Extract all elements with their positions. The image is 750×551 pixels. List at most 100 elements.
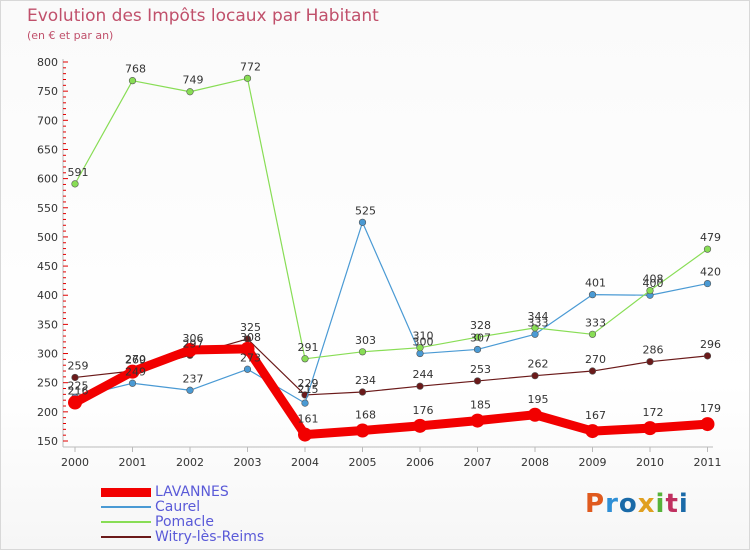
proxiti-logo: Proxiti <box>585 489 689 519</box>
y-tick-label: 650 <box>37 143 58 156</box>
data-label-caurel: 225 <box>68 379 89 392</box>
data-label-caurel: 307 <box>470 331 491 344</box>
data-point-lavannes <box>413 418 427 433</box>
data-point-caurel <box>128 379 137 387</box>
data-label-witry-l-s-reims: 286 <box>643 344 664 357</box>
legend-label: Pomacle <box>155 514 214 530</box>
data-label-witry-l-s-reims: 234 <box>355 374 376 387</box>
data-label-caurel: 420 <box>700 266 721 279</box>
legend-label: LAVANNES <box>155 484 229 500</box>
data-label-pomacle: 328 <box>470 319 491 332</box>
data-point-pomacle <box>243 74 252 82</box>
data-point-lavannes <box>585 424 600 439</box>
y-tick-label: 400 <box>37 289 58 302</box>
y-tick-label: 700 <box>37 114 58 127</box>
series-line-lavannes <box>70 344 712 440</box>
x-tick-label: 2001 <box>119 456 147 469</box>
logo-letter: o <box>618 489 638 519</box>
data-point-lavannes <box>68 395 82 410</box>
data-label-pomacle: 768 <box>125 63 146 76</box>
data-label-lavannes: 195 <box>528 393 549 406</box>
chart-subtitle: (en € et par an) <box>27 29 114 42</box>
data-point-lavannes <box>183 343 197 358</box>
data-point-pomacle <box>473 333 482 341</box>
data-label-pomacle: 772 <box>240 60 261 73</box>
data-point-pomacle <box>416 344 424 352</box>
series-line-pomacle <box>74 77 709 360</box>
data-point-witry-l-s-reims <box>473 377 482 385</box>
x-tick-label: 2004 <box>291 456 319 469</box>
data-label-pomacle: 479 <box>700 231 721 244</box>
data-point-lavannes <box>125 364 140 379</box>
logo-letter: P <box>585 489 606 519</box>
data-label-witry-l-s-reims: 229 <box>298 377 319 390</box>
data-label-witry-l-s-reims: 262 <box>528 358 549 371</box>
legend-swatch <box>101 536 151 538</box>
data-label-caurel: 237 <box>183 372 204 385</box>
y-tick-label: 150 <box>37 435 58 448</box>
data-point-pomacle <box>358 348 367 356</box>
data-point-caurel <box>186 386 194 394</box>
data-label-lavannes: 308 <box>240 331 261 344</box>
data-label-witry-l-s-reims: 297 <box>183 337 204 350</box>
data-label-pomacle: 408 <box>643 273 664 286</box>
x-tick-label: 2009 <box>579 456 607 469</box>
data-label-pomacle: 310 <box>413 330 434 343</box>
data-point-lavannes <box>700 417 715 432</box>
series-line-caurel <box>74 221 709 404</box>
data-label-lavannes: 306 <box>183 332 204 345</box>
data-label-witry-l-s-reims: 270 <box>125 353 146 366</box>
x-tick-label: 2000 <box>61 456 89 469</box>
data-point-lavannes <box>470 413 485 428</box>
data-label-pomacle: 749 <box>183 74 204 87</box>
data-point-witry-l-s-reims <box>703 352 712 360</box>
data-label-lavannes: 161 <box>298 413 319 426</box>
data-label-lavannes: 172 <box>643 406 664 419</box>
y-tick-label: 200 <box>37 406 58 419</box>
data-label-caurel: 215 <box>298 383 319 396</box>
data-label-witry-l-s-reims: 259 <box>68 359 89 372</box>
y-tick-label: 750 <box>37 85 58 98</box>
data-point-witry-l-s-reims <box>646 358 654 366</box>
data-point-lavannes <box>355 423 370 438</box>
data-point-caurel <box>703 279 712 288</box>
data-label-caurel: 300 <box>413 336 434 349</box>
data-point-pomacle <box>646 286 654 295</box>
legend-label: Witry-lès-Reims <box>155 529 265 545</box>
y-tick-label: 500 <box>37 231 58 244</box>
chart-title: Evolution des Impôts locaux par Habitant <box>27 6 379 26</box>
data-label-lavannes: 179 <box>700 402 721 415</box>
data-point-pomacle <box>71 180 79 188</box>
data-point-witry-l-s-reims <box>531 372 539 380</box>
logo-letter: i <box>655 489 666 519</box>
y-tick-label: 300 <box>37 348 58 361</box>
y-tick-label: 600 <box>37 173 58 186</box>
logo-letter: r <box>605 489 619 519</box>
data-label-caurel: 401 <box>585 277 606 290</box>
y-tick-label: 800 <box>37 56 58 69</box>
data-point-lavannes <box>528 407 542 422</box>
data-point-caurel <box>588 291 597 299</box>
data-label-pomacle: 291 <box>298 341 319 354</box>
data-point-witry-l-s-reims <box>588 367 597 375</box>
legend-swatch <box>101 506 151 508</box>
data-label-witry-l-s-reims: 253 <box>470 363 491 376</box>
data-point-pomacle <box>703 245 712 253</box>
data-label-witry-l-s-reims: 325 <box>240 321 261 334</box>
x-tick-label: 2005 <box>349 456 377 469</box>
y-tick-label: 250 <box>37 377 58 390</box>
y-tick-label: 450 <box>37 260 58 273</box>
data-point-lavannes <box>298 427 312 442</box>
x-tick-label: 2002 <box>176 456 204 469</box>
data-point-lavannes <box>240 341 255 356</box>
data-label-pomacle: 591 <box>68 166 89 179</box>
x-tick-label: 2006 <box>406 456 434 469</box>
data-point-lavannes <box>643 421 657 436</box>
x-tick-label: 2010 <box>636 456 664 469</box>
data-point-caurel <box>301 399 309 407</box>
data-label-lavannes: 176 <box>413 404 434 417</box>
data-label-lavannes: 185 <box>470 399 491 412</box>
y-tick-label: 350 <box>37 318 58 331</box>
